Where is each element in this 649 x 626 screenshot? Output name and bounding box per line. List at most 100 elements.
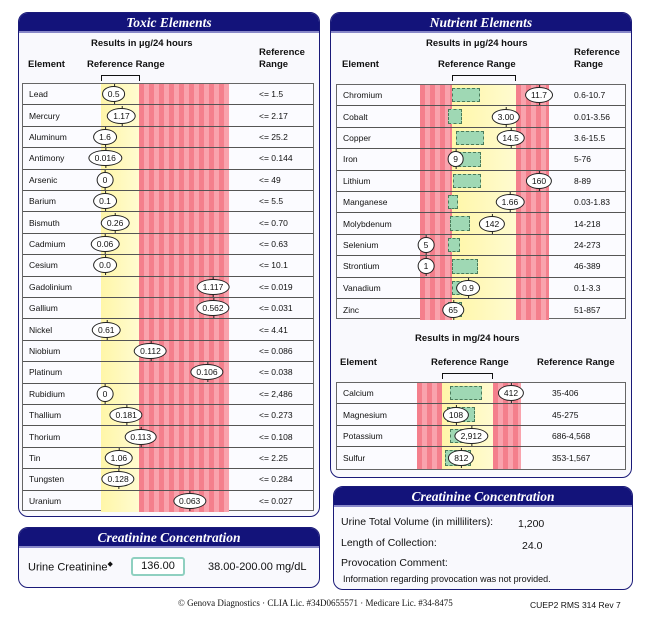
- result-marker: 0.562: [196, 298, 230, 319]
- element-name: Thallium: [29, 410, 62, 421]
- reference-column-header: Reference Range: [537, 357, 615, 368]
- creatinine-panel: Creatinine Concentration Urine Creatinin…: [18, 527, 320, 588]
- reference-range: <= 1.5: [259, 89, 284, 100]
- element-name: Potassium: [343, 430, 383, 441]
- high-zone: [420, 85, 452, 106]
- reference-range: 35-406: [552, 388, 579, 399]
- element-name: Zinc: [343, 304, 360, 315]
- normal-zone: [452, 299, 516, 321]
- element-name: Barium: [29, 196, 56, 207]
- table-row: Uranium <= 0.027 0.063: [23, 490, 313, 512]
- result-marker: 0.128: [101, 469, 135, 490]
- reference-range: <= 0.144: [259, 153, 293, 164]
- table-row: Cadmium <= 0.63 0.06: [23, 233, 313, 256]
- element-header: Element: [340, 357, 377, 368]
- element-name: Molybdenum: [343, 218, 392, 229]
- high-zone: [420, 149, 452, 170]
- element-name: Selenium: [343, 239, 379, 250]
- reference-range: 14-218: [574, 218, 601, 229]
- high-zone: [139, 383, 229, 404]
- table-row: Rubidium <= 2,486 0: [23, 383, 313, 405]
- result-marker: 0.06: [90, 233, 120, 254]
- high-zone: [516, 213, 549, 234]
- table-row: Selenium 24-273 5: [337, 234, 625, 257]
- reference-range-header: Reference Range: [431, 357, 509, 368]
- result-marker: 2,912: [454, 425, 488, 446]
- creatinine-title: Creatinine Concentration: [334, 487, 632, 507]
- result-marker: 1.117: [196, 276, 230, 297]
- element-name: Calcium: [343, 388, 374, 399]
- reference-range: 3.6-15.5: [574, 132, 606, 143]
- element-name: Vanadium: [343, 282, 381, 293]
- element-name: Copper: [343, 132, 371, 143]
- toxic-table: Lead <= 1.5 0.5 Mercury <= 2.17 1.17 Aluminum <…: [22, 83, 314, 512]
- result-marker: 0.113: [124, 426, 158, 447]
- reference-range: 46-389: [574, 261, 601, 272]
- result-marker: 1.06: [104, 447, 134, 468]
- reference-range: 686-4,568: [552, 430, 591, 441]
- result-marker: 0.016: [88, 148, 122, 169]
- element-name: Lead: [29, 89, 48, 100]
- units-label: Results in µg/24 hours: [426, 38, 528, 49]
- result-marker: 1: [417, 256, 435, 277]
- table-row: Cobalt 0.01-3.56 3.00: [337, 106, 625, 128]
- high-zone: [516, 256, 549, 277]
- provocation-label: Provocation Comment:: [341, 557, 448, 569]
- element-name: Strontium: [343, 261, 380, 272]
- table-row: Chromium 0.6-10.7 11.7: [337, 85, 625, 107]
- reference-range: 8-89: [574, 175, 592, 186]
- element-name: Rubidium: [29, 388, 65, 399]
- element-name: Magnesium: [343, 409, 387, 420]
- reference-range-header: Reference Range: [87, 59, 165, 70]
- high-zone: [417, 383, 442, 404]
- normal-zone: [101, 362, 139, 383]
- result-marker: 0: [96, 383, 114, 404]
- table-row: Potassium 686-4,568 2,912: [337, 425, 625, 448]
- table-row: Platinum <= 0.038 0.106: [23, 362, 313, 384]
- high-zone: [420, 106, 452, 127]
- high-zone: [139, 126, 229, 148]
- quintile-box: [453, 173, 481, 188]
- result-marker: 0.112: [134, 340, 167, 361]
- result-marker: 1.6: [93, 126, 117, 147]
- urine-creatinine-range: 38.00-200.00 mg/dL: [208, 561, 307, 573]
- urine-creatinine-value: 136.00: [131, 557, 185, 576]
- creatinine-title: Creatinine Concentration: [19, 528, 319, 548]
- table-row: Antimony <= 0.144 0.016: [23, 148, 313, 170]
- result-marker: 65: [442, 299, 464, 320]
- table-row: Gadolinium <= 0.019 1.117: [23, 276, 313, 298]
- element-name: Tin: [29, 452, 41, 463]
- high-zone: [139, 469, 229, 490]
- quintile-box: [452, 259, 478, 274]
- element-name: Mercury: [29, 110, 60, 121]
- provocation-comment: Information regarding provocation was no…: [343, 574, 551, 584]
- high-zone: [516, 234, 549, 256]
- quintile-box: [450, 216, 470, 231]
- reference-range: <= 0.63: [259, 238, 288, 249]
- element-name: Tungsten: [29, 474, 65, 485]
- result-marker: 0.5: [101, 84, 126, 105]
- reference-column-header: Reference Range: [574, 47, 620, 70]
- reference-range: <= 5.5: [259, 196, 284, 207]
- reference-range: <= 0.284: [259, 474, 293, 485]
- high-zone: [516, 299, 549, 321]
- reference-range-header: Reference Range: [438, 59, 516, 70]
- result-marker: 3.00: [491, 106, 521, 127]
- reference-range: <= 0.086: [259, 345, 293, 356]
- result-marker: 0.0: [93, 255, 117, 276]
- result-marker: 1.17: [107, 105, 136, 126]
- result-marker: 1.66: [495, 192, 525, 213]
- quintile-box: [448, 195, 458, 210]
- high-zone: [417, 447, 442, 469]
- element-name: Uranium: [29, 496, 62, 507]
- high-zone: [516, 127, 549, 149]
- table-row: Bismuth <= 0.70 0.26: [23, 212, 313, 234]
- high-zone: [420, 213, 452, 234]
- element-name: Arsenic: [29, 174, 58, 185]
- length-label: Length of Collection:: [341, 537, 437, 549]
- high-zone: [417, 425, 442, 447]
- reference-range: <= 2,486: [259, 388, 293, 399]
- result-marker: 11.7: [525, 85, 553, 106]
- mineral-table: Calcium 35-406 412 Magnesium 45-275 108 Potass…: [336, 382, 626, 470]
- result-marker: 0: [96, 169, 114, 190]
